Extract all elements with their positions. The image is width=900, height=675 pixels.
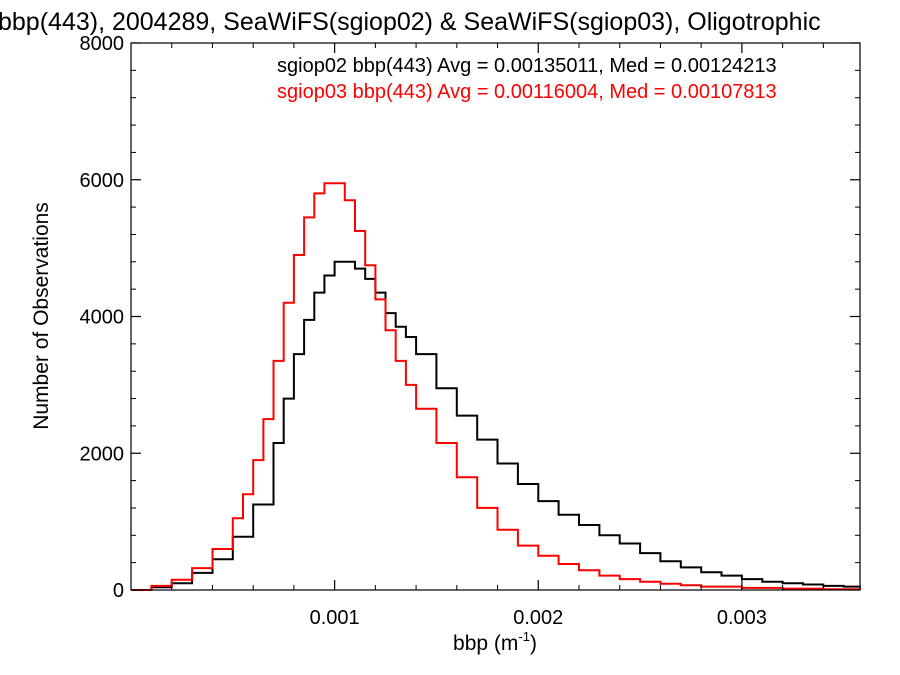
x-axis: 0.001 0.002 0.003 <box>171 43 824 629</box>
y-tick-label: 4000 <box>80 307 125 329</box>
series-line-1 <box>131 260 861 591</box>
y-tick-label: 0 <box>113 580 124 602</box>
y-tick-label: 8000 <box>80 33 125 55</box>
x-axis-label-close: ) <box>530 632 537 655</box>
x-tick-label: 0.003 <box>717 607 767 629</box>
x-axis-label-exponent: -1 <box>518 629 530 644</box>
annotation-sgiop02: sgiop02 bbp(443) Avg = 0.00135011, Med =… <box>277 55 777 77</box>
x-tick-label: 0.001 <box>310 607 360 629</box>
y-axis-label: Number of Observations <box>30 202 53 430</box>
y-tick-label: 6000 <box>80 170 125 192</box>
y-tick-label: 2000 <box>80 443 125 465</box>
x-tick-label: 0.002 <box>513 607 563 629</box>
y-axis: 0 2000 4000 6000 8000 <box>80 33 860 602</box>
x-axis-label: bbp (m-1) <box>453 629 537 655</box>
series-line-2 <box>131 182 861 591</box>
x-axis-label-main: bbp (m <box>453 632 518 655</box>
chart-title: bbp(443), 2004289, SeaWiFS(sgiop02) & Se… <box>0 8 821 36</box>
plot-area <box>131 182 861 591</box>
annotation-sgiop03: sgiop03 bbp(443) Avg = 0.00116004, Med =… <box>277 81 777 103</box>
